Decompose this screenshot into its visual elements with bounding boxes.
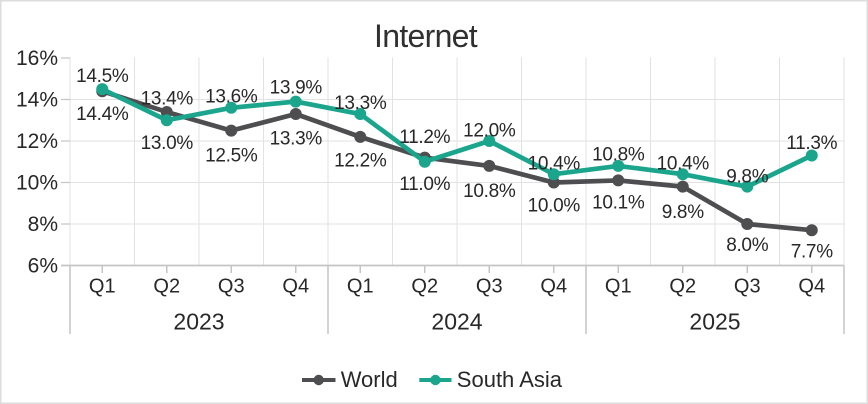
svg-text:Q1: Q1 bbox=[347, 276, 374, 298]
svg-text:Q2: Q2 bbox=[411, 276, 438, 298]
svg-text:Q2: Q2 bbox=[669, 276, 696, 298]
svg-text:10%: 10% bbox=[16, 172, 58, 195]
svg-text:12.0%: 12.0% bbox=[463, 120, 516, 141]
svg-text:8%: 8% bbox=[28, 213, 58, 236]
svg-text:14.5%: 14.5% bbox=[76, 66, 129, 87]
svg-text:2025: 2025 bbox=[689, 309, 740, 335]
svg-text:14.4%: 14.4% bbox=[76, 104, 129, 125]
svg-text:11.2%: 11.2% bbox=[399, 127, 450, 148]
svg-text:Q3: Q3 bbox=[218, 276, 245, 298]
svg-text:10.4%: 10.4% bbox=[528, 153, 581, 174]
svg-text:13.4%: 13.4% bbox=[141, 89, 194, 110]
svg-text:South Asia: South Asia bbox=[457, 367, 563, 392]
svg-text:13.6%: 13.6% bbox=[205, 87, 258, 108]
svg-text:Q4: Q4 bbox=[282, 276, 309, 298]
svg-text:13.3%: 13.3% bbox=[334, 93, 387, 114]
svg-text:14%: 14% bbox=[16, 89, 58, 112]
svg-text:11.3%: 11.3% bbox=[786, 133, 837, 154]
svg-text:Q1: Q1 bbox=[89, 276, 116, 298]
svg-text:Q4: Q4 bbox=[798, 276, 825, 298]
svg-text:13.9%: 13.9% bbox=[270, 77, 323, 98]
svg-text:7.7%: 7.7% bbox=[791, 241, 834, 262]
svg-text:Internet: Internet bbox=[374, 18, 478, 54]
svg-text:2023: 2023 bbox=[173, 309, 224, 335]
svg-text:6%: 6% bbox=[28, 255, 58, 278]
svg-text:10.4%: 10.4% bbox=[657, 153, 710, 174]
svg-text:12.5%: 12.5% bbox=[205, 146, 258, 167]
svg-text:10.1%: 10.1% bbox=[592, 192, 645, 213]
svg-text:9.8%: 9.8% bbox=[662, 202, 705, 223]
svg-text:16%: 16% bbox=[16, 47, 58, 70]
svg-text:Q3: Q3 bbox=[734, 276, 761, 298]
svg-text:Q4: Q4 bbox=[540, 276, 567, 298]
svg-text:Q1: Q1 bbox=[605, 276, 632, 298]
svg-text:8.0%: 8.0% bbox=[726, 235, 769, 256]
svg-text:11.0%: 11.0% bbox=[399, 174, 450, 195]
svg-text:10.0%: 10.0% bbox=[528, 195, 581, 216]
svg-text:10.8%: 10.8% bbox=[592, 144, 645, 165]
svg-text:Q2: Q2 bbox=[153, 276, 180, 298]
svg-text:World: World bbox=[341, 367, 398, 392]
svg-text:10.8%: 10.8% bbox=[463, 181, 516, 202]
svg-text:2024: 2024 bbox=[431, 309, 482, 335]
svg-text:13.3%: 13.3% bbox=[270, 128, 323, 149]
svg-text:13.0%: 13.0% bbox=[141, 133, 194, 154]
svg-text:12.2%: 12.2% bbox=[334, 150, 387, 171]
svg-text:9.8%: 9.8% bbox=[726, 167, 769, 188]
svg-text:12%: 12% bbox=[16, 130, 58, 153]
svg-text:Q3: Q3 bbox=[476, 276, 503, 298]
